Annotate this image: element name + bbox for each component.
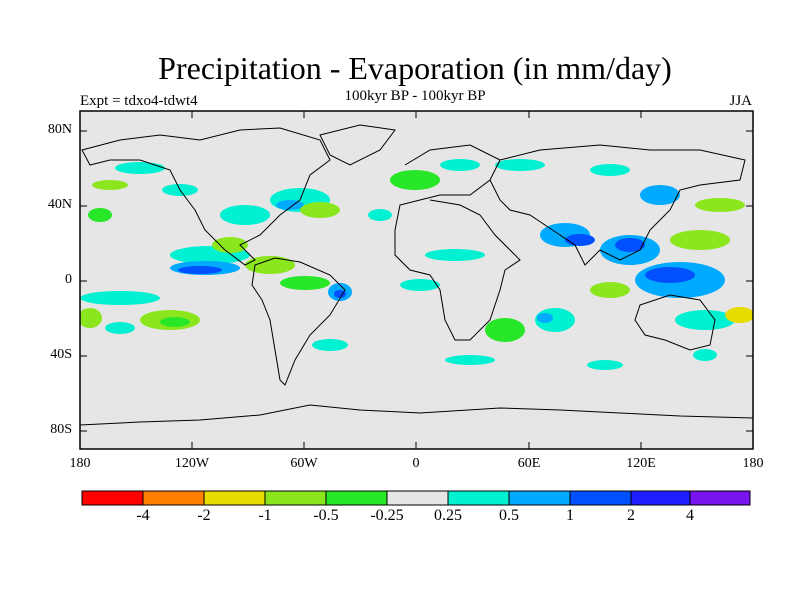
colorbar-label: -0.25 <box>370 507 404 524</box>
x-tick-label: 180 <box>742 456 764 471</box>
x-tick-label: 0 <box>412 456 420 471</box>
season-label: JJA <box>729 93 752 109</box>
x-tick-label: 60E <box>517 456 541 471</box>
colorbar-label: -4 <box>136 507 150 524</box>
map-subtitle: 100kyr BP - 100kyr BP <box>344 88 486 104</box>
asia-coast <box>489 144 746 266</box>
x-tick-label: 60W <box>290 456 318 471</box>
colorbar-label: -0.5 <box>313 507 339 524</box>
x-tick-label: 120E <box>626 456 656 471</box>
colorbar-label: 1 <box>566 507 574 524</box>
greenland-coast <box>319 124 396 166</box>
colorbar <box>81 490 751 506</box>
coastlines <box>80 124 753 426</box>
colorbar-box-7 <box>447 490 510 506</box>
y-tick-label: 80N <box>47 122 72 137</box>
y-tick-label: 40S <box>50 347 72 362</box>
colorbar-box-2 <box>142 490 205 506</box>
south-america-coast <box>251 257 346 386</box>
colorbar-box-5 <box>325 490 388 506</box>
y-tick-label: 40N <box>47 197 72 212</box>
antarctica-coast <box>80 404 753 426</box>
anomaly-patches <box>80 159 753 370</box>
colorbar-box-11 <box>689 490 751 506</box>
colorbar-box-6 <box>386 490 449 506</box>
colorbar-box-10 <box>630 490 691 506</box>
colorbar-label: 2 <box>627 507 635 524</box>
colorbar-label: 0.5 <box>499 507 519 524</box>
colorbar-box-8 <box>508 490 571 506</box>
colorbar-box-1 <box>81 490 144 506</box>
colorbar-box-9 <box>569 490 632 506</box>
x-tick-label: 120W <box>174 456 210 471</box>
experiment-label: Expt = tdxo4-tdwt4 <box>80 93 198 109</box>
y-tick-label: 0 <box>65 272 72 287</box>
europe-africa-coast <box>394 144 521 341</box>
colorbar-box-4 <box>264 490 327 506</box>
colorbar-label: 0.25 <box>434 507 462 524</box>
colorbar-label: -1 <box>258 507 272 524</box>
x-tick-label: 180 <box>69 456 91 471</box>
north-america-coast <box>81 127 331 266</box>
colorbar-label: -2 <box>197 507 211 524</box>
australia-coast <box>634 294 716 351</box>
x-ticks <box>191 111 642 449</box>
y-ticks <box>80 130 753 432</box>
colorbar-box-3 <box>203 490 266 506</box>
colorbar-label: 4 <box>686 507 694 524</box>
y-tick-label: 80S <box>50 422 72 437</box>
map-title: Precipitation - Evaporation (in mm/day) <box>158 50 672 86</box>
